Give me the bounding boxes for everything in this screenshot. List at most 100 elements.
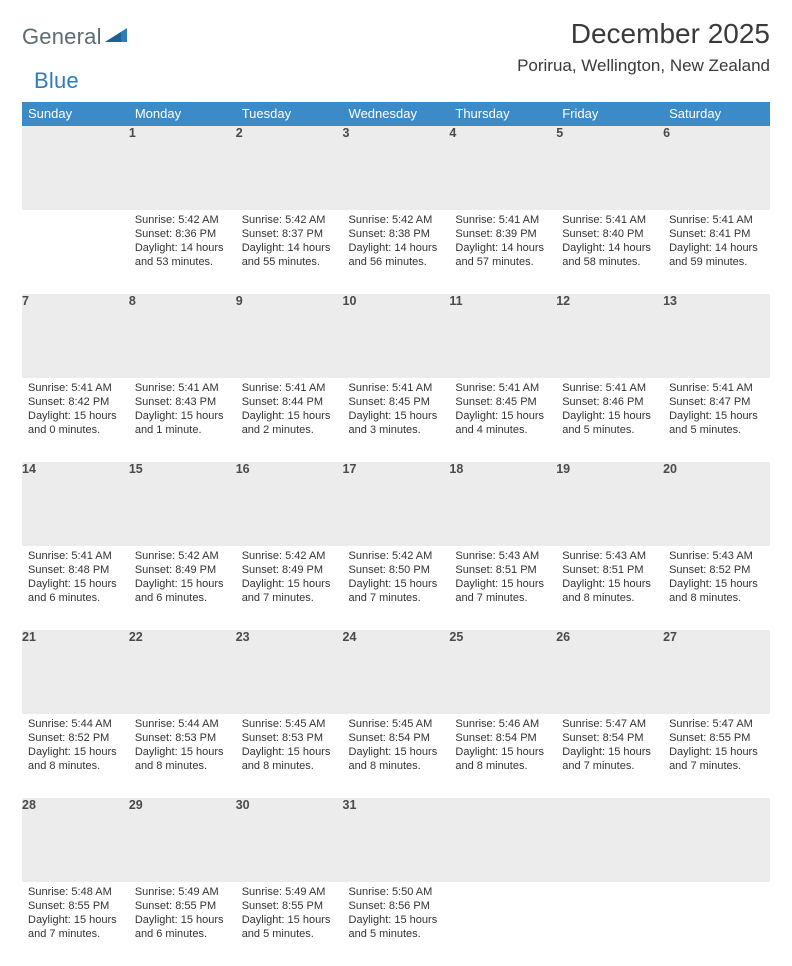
week-content-row: Sunrise: 5:42 AMSunset: 8:36 PMDaylight:… bbox=[22, 210, 770, 294]
week-content-row: Sunrise: 5:44 AMSunset: 8:52 PMDaylight:… bbox=[22, 714, 770, 798]
sunset-line: Sunset: 8:51 PM bbox=[455, 563, 550, 577]
dow-thursday: Thursday bbox=[449, 102, 556, 126]
brand-text-blue: Blue bbox=[34, 68, 79, 94]
daylight-line: Daylight: 14 hours and 56 minutes. bbox=[349, 241, 444, 269]
sunset-line: Sunset: 8:52 PM bbox=[669, 563, 764, 577]
day-cell: Sunrise: 5:41 AMSunset: 8:45 PMDaylight:… bbox=[343, 378, 450, 462]
day-cell: Sunrise: 5:41 AMSunset: 8:43 PMDaylight:… bbox=[129, 378, 236, 462]
sunrise-line: Sunrise: 5:46 AM bbox=[455, 717, 550, 731]
daylight-line: Daylight: 15 hours and 8 minutes. bbox=[242, 745, 337, 773]
day-cell-content: Sunrise: 5:48 AMSunset: 8:55 PMDaylight:… bbox=[22, 882, 129, 945]
sunset-line: Sunset: 8:41 PM bbox=[669, 227, 764, 241]
day-cell-content: Sunrise: 5:42 AMSunset: 8:37 PMDaylight:… bbox=[236, 210, 343, 273]
location-label: Porirua, Wellington, New Zealand bbox=[517, 56, 770, 76]
brand-logo: General bbox=[22, 18, 130, 50]
day-number: 7 bbox=[22, 294, 129, 378]
day-cell: Sunrise: 5:43 AMSunset: 8:52 PMDaylight:… bbox=[663, 546, 770, 630]
sunrise-line: Sunrise: 5:43 AM bbox=[455, 549, 550, 563]
daylight-line: Daylight: 15 hours and 8 minutes. bbox=[669, 577, 764, 605]
day-cell: Sunrise: 5:41 AMSunset: 8:41 PMDaylight:… bbox=[663, 210, 770, 294]
dow-saturday: Saturday bbox=[663, 102, 770, 126]
daylight-line: Daylight: 15 hours and 7 minutes. bbox=[669, 745, 764, 773]
day-cell: Sunrise: 5:41 AMSunset: 8:42 PMDaylight:… bbox=[22, 378, 129, 462]
day-cell bbox=[449, 882, 556, 966]
day-number: 31 bbox=[343, 798, 450, 882]
day-cell-content: Sunrise: 5:41 AMSunset: 8:48 PMDaylight:… bbox=[22, 546, 129, 609]
sunset-line: Sunset: 8:36 PM bbox=[135, 227, 230, 241]
sunset-line: Sunset: 8:45 PM bbox=[349, 395, 444, 409]
sunset-line: Sunset: 8:53 PM bbox=[242, 731, 337, 745]
day-cell-content: Sunrise: 5:41 AMSunset: 8:46 PMDaylight:… bbox=[556, 378, 663, 441]
daylight-line: Daylight: 15 hours and 5 minutes. bbox=[669, 409, 764, 437]
day-number: 13 bbox=[663, 294, 770, 378]
day-number: 4 bbox=[449, 126, 556, 210]
day-number: 1 bbox=[129, 126, 236, 210]
day-number: 29 bbox=[129, 798, 236, 882]
sunset-line: Sunset: 8:49 PM bbox=[242, 563, 337, 577]
day-cell: Sunrise: 5:41 AMSunset: 8:48 PMDaylight:… bbox=[22, 546, 129, 630]
day-cell-content: Sunrise: 5:41 AMSunset: 8:40 PMDaylight:… bbox=[556, 210, 663, 273]
day-cell: Sunrise: 5:41 AMSunset: 8:44 PMDaylight:… bbox=[236, 378, 343, 462]
day-number: 10 bbox=[343, 294, 450, 378]
sunset-line: Sunset: 8:42 PM bbox=[28, 395, 123, 409]
day-cell-content: Sunrise: 5:41 AMSunset: 8:45 PMDaylight:… bbox=[343, 378, 450, 441]
day-cell: Sunrise: 5:41 AMSunset: 8:45 PMDaylight:… bbox=[449, 378, 556, 462]
day-cell-content: Sunrise: 5:47 AMSunset: 8:54 PMDaylight:… bbox=[556, 714, 663, 777]
sunrise-line: Sunrise: 5:49 AM bbox=[242, 885, 337, 899]
day-cell-content: Sunrise: 5:42 AMSunset: 8:49 PMDaylight:… bbox=[129, 546, 236, 609]
day-cell-content: Sunrise: 5:44 AMSunset: 8:53 PMDaylight:… bbox=[129, 714, 236, 777]
day-cell: Sunrise: 5:41 AMSunset: 8:39 PMDaylight:… bbox=[449, 210, 556, 294]
week-daynum-row: 28293031 bbox=[22, 798, 770, 882]
sunrise-line: Sunrise: 5:45 AM bbox=[242, 717, 337, 731]
sunset-line: Sunset: 8:55 PM bbox=[669, 731, 764, 745]
daylight-line: Daylight: 14 hours and 58 minutes. bbox=[562, 241, 657, 269]
day-number: 21 bbox=[22, 630, 129, 714]
daylight-line: Daylight: 14 hours and 53 minutes. bbox=[135, 241, 230, 269]
sunset-line: Sunset: 8:37 PM bbox=[242, 227, 337, 241]
sunset-line: Sunset: 8:54 PM bbox=[562, 731, 657, 745]
day-cell-content: Sunrise: 5:43 AMSunset: 8:51 PMDaylight:… bbox=[449, 546, 556, 609]
day-cell: Sunrise: 5:42 AMSunset: 8:49 PMDaylight:… bbox=[236, 546, 343, 630]
day-cell: Sunrise: 5:41 AMSunset: 8:40 PMDaylight:… bbox=[556, 210, 663, 294]
day-cell-content: Sunrise: 5:41 AMSunset: 8:44 PMDaylight:… bbox=[236, 378, 343, 441]
sunset-line: Sunset: 8:51 PM bbox=[562, 563, 657, 577]
sunrise-line: Sunrise: 5:41 AM bbox=[28, 549, 123, 563]
daylight-line: Daylight: 15 hours and 6 minutes. bbox=[135, 913, 230, 941]
daylight-line: Daylight: 15 hours and 5 minutes. bbox=[349, 913, 444, 941]
day-cell: Sunrise: 5:44 AMSunset: 8:53 PMDaylight:… bbox=[129, 714, 236, 798]
day-cell-content: Sunrise: 5:41 AMSunset: 8:47 PMDaylight:… bbox=[663, 378, 770, 441]
sunrise-line: Sunrise: 5:41 AM bbox=[349, 381, 444, 395]
sunrise-line: Sunrise: 5:47 AM bbox=[562, 717, 657, 731]
day-cell-content: Sunrise: 5:42 AMSunset: 8:49 PMDaylight:… bbox=[236, 546, 343, 609]
day-number: 3 bbox=[343, 126, 450, 210]
sunrise-line: Sunrise: 5:42 AM bbox=[349, 213, 444, 227]
sunrise-line: Sunrise: 5:42 AM bbox=[135, 549, 230, 563]
daylight-line: Daylight: 15 hours and 8 minutes. bbox=[349, 745, 444, 773]
week-daynum-row: 78910111213 bbox=[22, 294, 770, 378]
week-content-row: Sunrise: 5:41 AM Sunset: 8:42 PM Daylight:… bbox=[22, 378, 770, 462]
day-cell-content: Sunrise: 5:41 AMSunset: 8:39 PMDaylight:… bbox=[449, 210, 556, 273]
day-cell: Sunrise: 5:44 AMSunset: 8:52 PMDaylight:… bbox=[22, 714, 129, 798]
day-cell bbox=[663, 882, 770, 966]
day-number: 26 bbox=[556, 630, 663, 714]
daylight-line: Daylight: 15 hours and 7 minutes. bbox=[28, 913, 123, 941]
sunset-line: Sunset: 8:43 PM bbox=[135, 395, 230, 409]
day-cell: Sunrise: 5:42 AMSunset: 8:38 PMDaylight:… bbox=[343, 210, 450, 294]
day-cell-content: Sunrise: 5:41 AMSunset: 8:45 PMDaylight:… bbox=[449, 378, 556, 441]
sunset-line: Sunset: 8:38 PM bbox=[349, 227, 444, 241]
sunset-line: Sunset: 8:46 PM bbox=[562, 395, 657, 409]
calendar-table: Sunday Monday Tuesday Wednesday Thursday… bbox=[22, 102, 770, 966]
day-cell-content: Sunrise: 5:43 AMSunset: 8:51 PMDaylight:… bbox=[556, 546, 663, 609]
day-number: 20 bbox=[663, 462, 770, 546]
sunrise-line: Sunrise: 5:47 AM bbox=[669, 717, 764, 731]
day-cell-content: Sunrise: 5:50 AMSunset: 8:56 PMDaylight:… bbox=[343, 882, 450, 945]
sunrise-line: Sunrise: 5:50 AM bbox=[349, 885, 444, 899]
day-number: 8 bbox=[129, 294, 236, 378]
day-cell-content: Sunrise: 5:42 AMSunset: 8:36 PMDaylight:… bbox=[129, 210, 236, 273]
day-number bbox=[663, 798, 770, 882]
day-cell-content: Sunrise: 5:49 AMSunset: 8:55 PMDaylight:… bbox=[129, 882, 236, 945]
sunrise-line: Sunrise: 5:41 AM bbox=[562, 213, 657, 227]
sunrise-line: Sunrise: 5:41 AM bbox=[669, 381, 764, 395]
sunrise-line: Sunrise: 5:44 AM bbox=[28, 717, 123, 731]
calendar-page: General December 2025 Porirua, Wellingto… bbox=[0, 0, 792, 612]
